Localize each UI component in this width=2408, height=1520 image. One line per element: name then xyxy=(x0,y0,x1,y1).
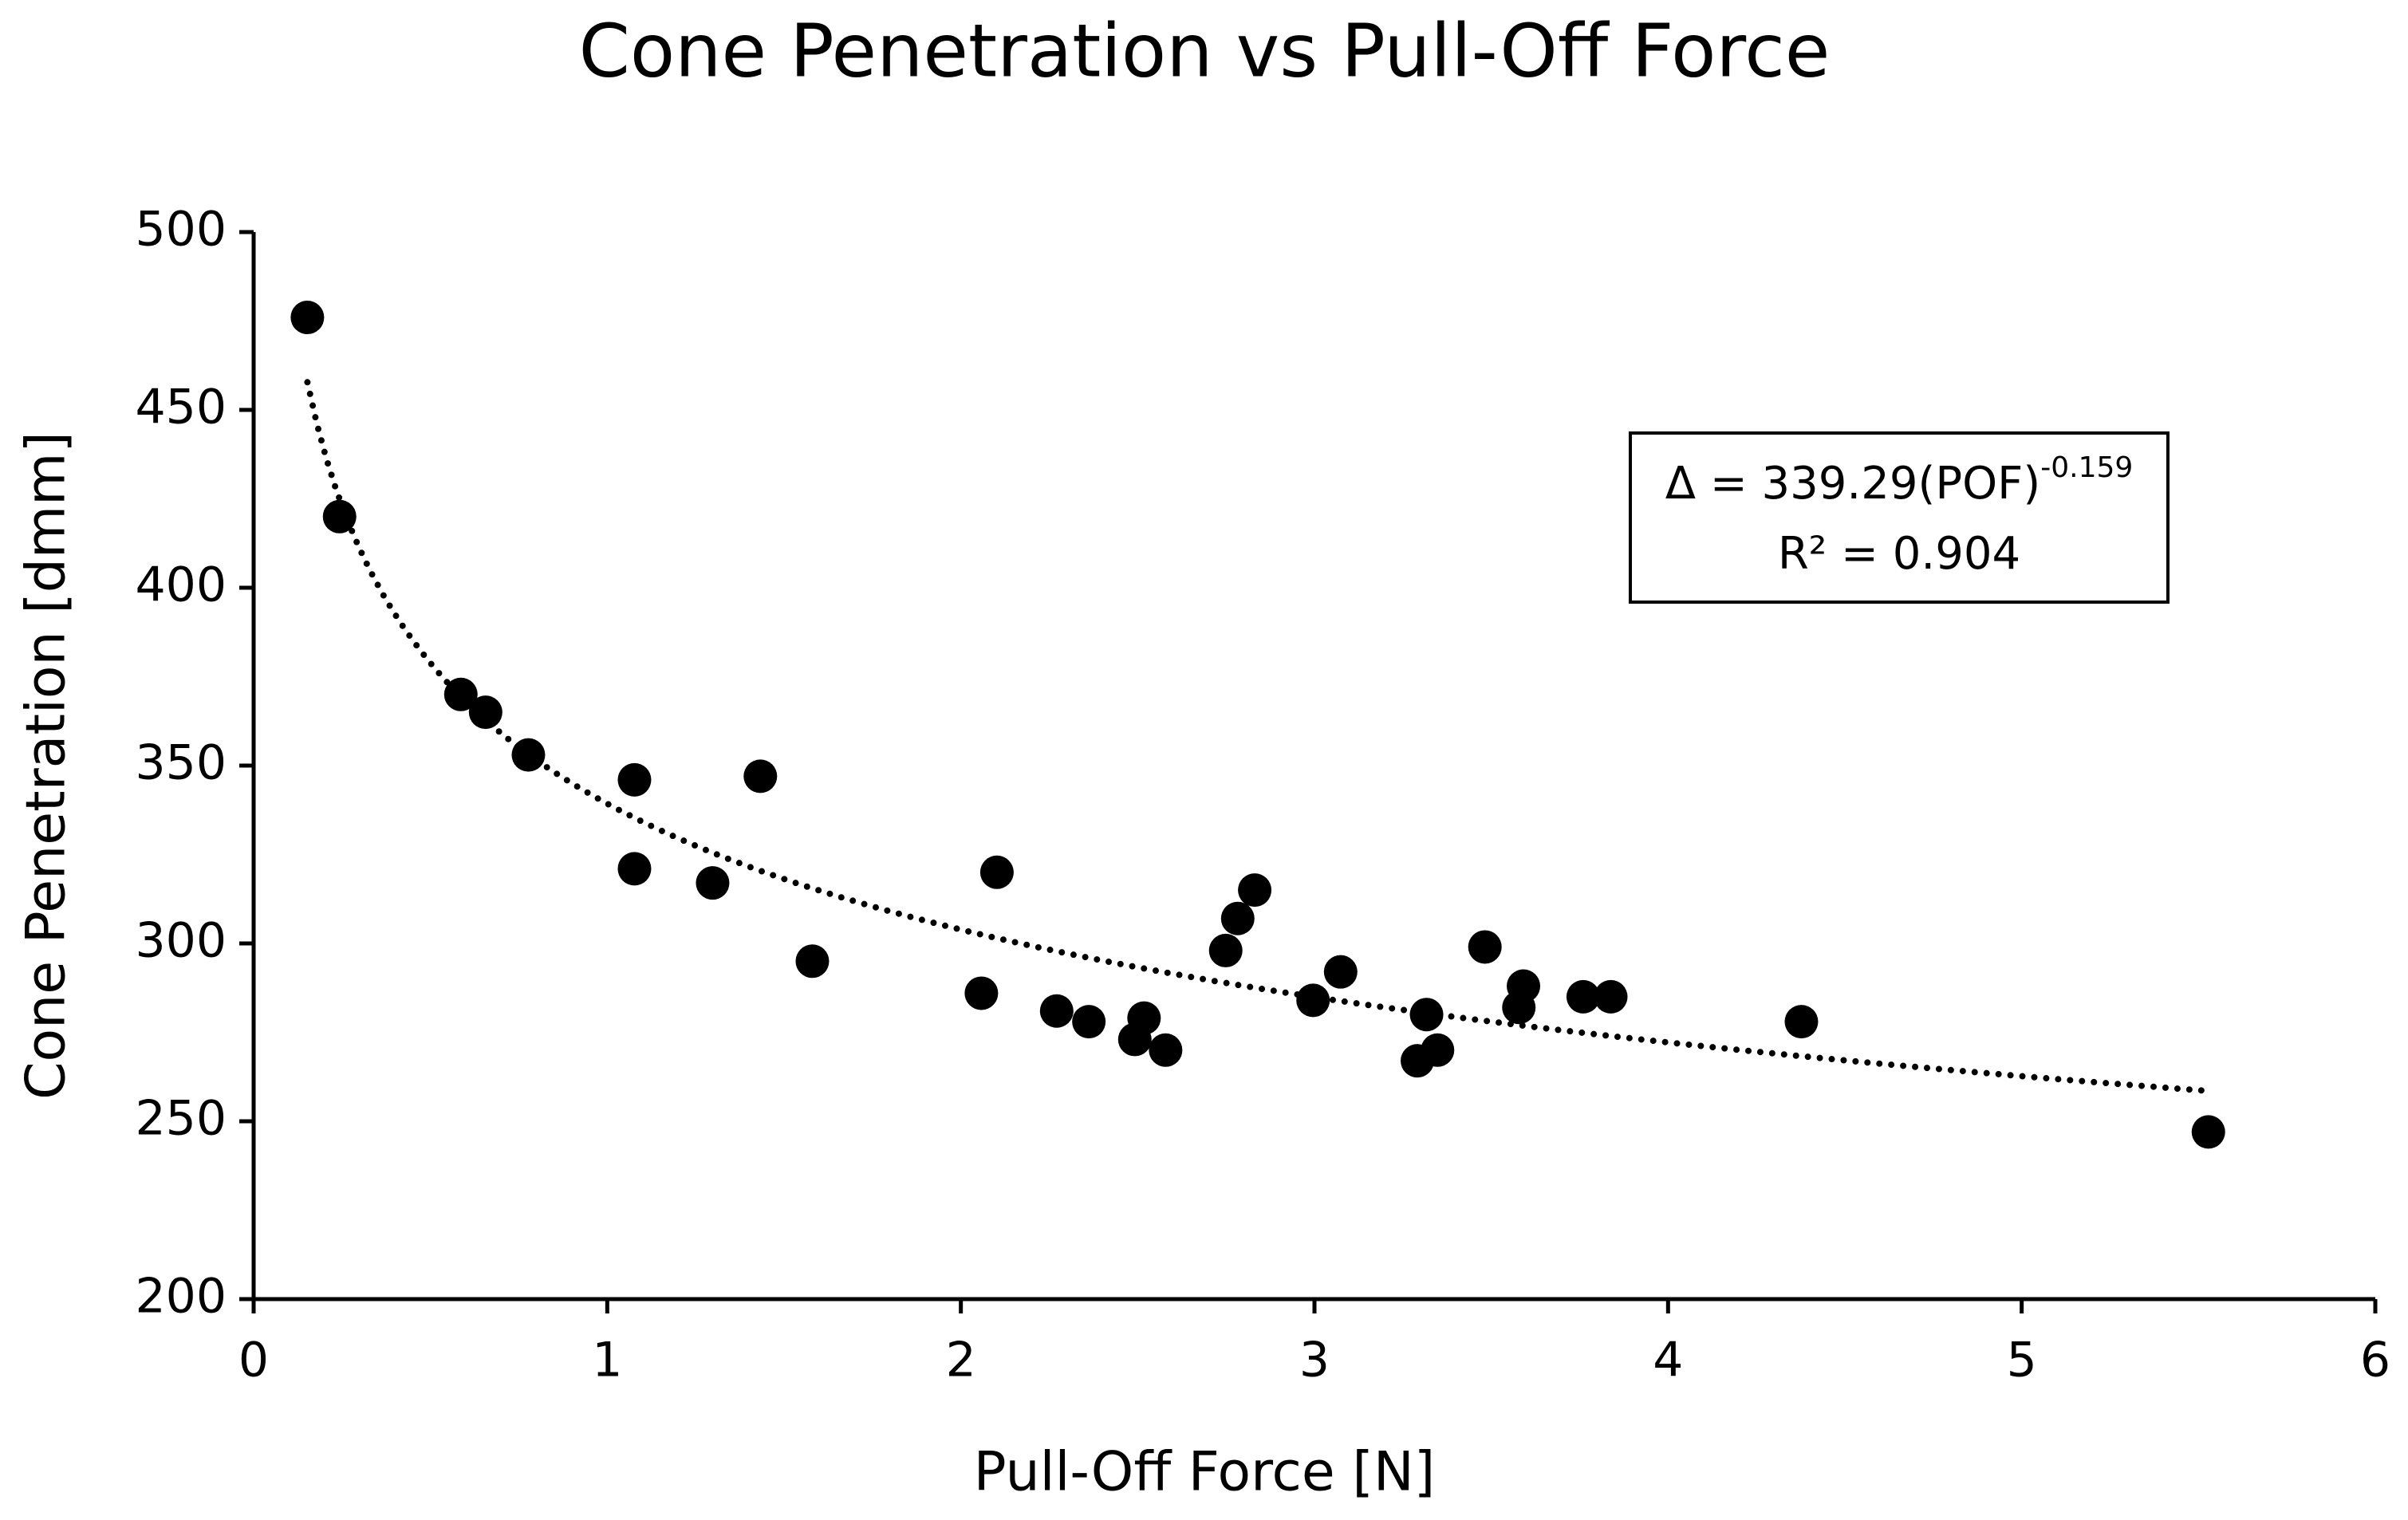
r-squared: R² = 0.904 xyxy=(1778,528,2020,580)
data-point xyxy=(1039,994,1074,1028)
x-tick-label: 4 xyxy=(1653,1333,1683,1388)
data-point xyxy=(443,677,478,711)
data-point xyxy=(1566,979,1600,1014)
data-point xyxy=(1507,969,1541,1003)
x-tick-label: 0 xyxy=(238,1333,269,1388)
y-tick-label: 250 xyxy=(135,1091,227,1147)
y-tick-label: 300 xyxy=(135,913,227,969)
data-point xyxy=(617,852,652,886)
y-tick-label: 450 xyxy=(135,380,227,435)
data-point xyxy=(795,944,830,979)
y-tick-label: 350 xyxy=(135,735,227,791)
x-tick-label: 5 xyxy=(2007,1333,2037,1388)
data-point xyxy=(1468,930,1502,964)
equation: Δ = 339.29(POF)-0.159 xyxy=(1665,451,2134,510)
data-point xyxy=(1208,933,1243,967)
trendline xyxy=(304,379,2212,1094)
data-point xyxy=(696,866,730,900)
data-point xyxy=(1072,1005,1106,1039)
data-point xyxy=(1238,873,1272,908)
data-point xyxy=(1421,1033,1455,1067)
y-axis-label: Cone Penetration [dmm] xyxy=(15,431,78,1100)
data-point xyxy=(322,499,357,534)
equation-exponent: -0.159 xyxy=(2040,451,2133,484)
data-point xyxy=(1784,1005,1819,1039)
x-tick-label: 2 xyxy=(946,1333,976,1388)
data-point xyxy=(290,301,325,335)
data-point xyxy=(468,695,502,730)
x-tick-label: 3 xyxy=(1299,1333,1330,1388)
equation-box xyxy=(1629,431,2170,604)
data-point xyxy=(617,762,652,797)
data-point xyxy=(1220,901,1255,935)
x-tick-label: 6 xyxy=(2360,1333,2390,1388)
data-point xyxy=(1149,1033,1183,1067)
data-point xyxy=(1323,955,1358,989)
data-point xyxy=(1409,998,1444,1032)
data-point xyxy=(2191,1115,2225,1149)
data-point xyxy=(1296,983,1330,1018)
data-point xyxy=(979,855,1014,889)
data-point xyxy=(964,976,999,1010)
chart-title: Cone Penetration vs Pull-Off Force xyxy=(579,8,1831,93)
data-point xyxy=(1117,1022,1152,1057)
y-tick-label: 400 xyxy=(135,557,227,613)
y-tick-label: 500 xyxy=(135,202,227,258)
y-tick-label: 200 xyxy=(135,1269,227,1325)
data-point xyxy=(511,738,546,772)
equation-base: Δ = 339.29(POF) xyxy=(1665,458,2041,510)
x-tick-label: 1 xyxy=(592,1333,622,1388)
x-axis-label: Pull-Off Force [N] xyxy=(974,1441,1436,1504)
data-point xyxy=(743,759,778,793)
data-point xyxy=(1594,979,1628,1014)
